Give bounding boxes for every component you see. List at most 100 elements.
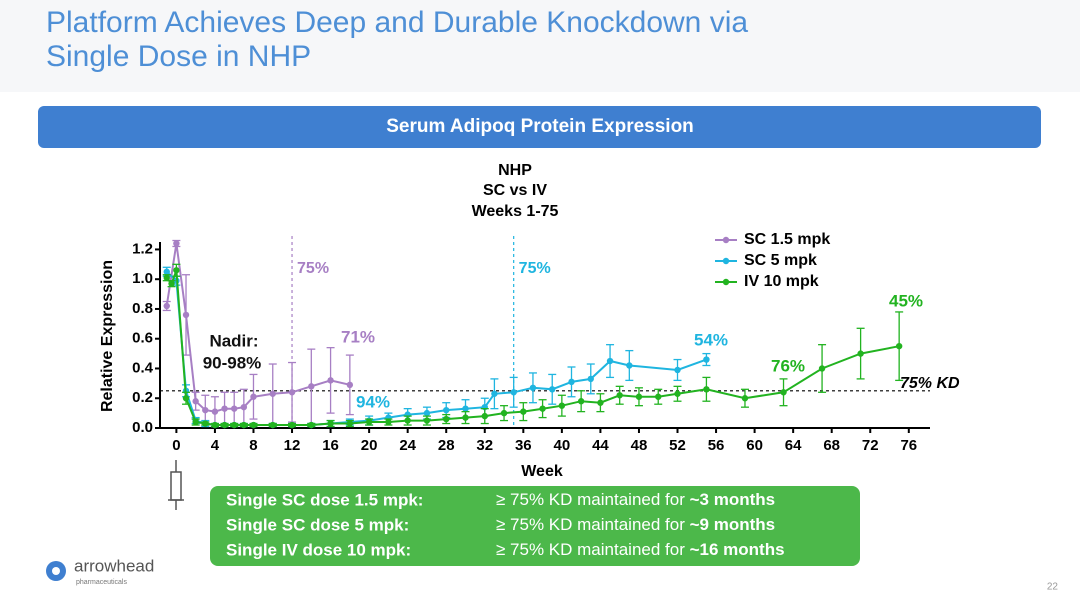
summary-label: Single SC dose 5 mpk: (226, 515, 409, 534)
summary-text: ≥ 75% KD maintained for ~16 months (496, 540, 785, 559)
title-line: Platform Achieves Deep and Durable Knock… (46, 6, 748, 39)
logo-text: arrowhead (74, 556, 154, 575)
series (162, 263, 904, 429)
point (895, 342, 903, 350)
point (163, 274, 170, 281)
point (423, 409, 431, 417)
point (173, 240, 180, 247)
logo: arrowhead pharmaceuticals (46, 556, 154, 586)
annotation: 71% (341, 327, 375, 346)
annotation: 94% (356, 392, 390, 411)
point (423, 417, 431, 424)
point (346, 381, 354, 389)
summary-duration: ~9 months (690, 515, 776, 534)
summary-label: Single SC dose 1.5 mpk: (226, 490, 423, 509)
point (202, 420, 209, 427)
chart-title: Weeks 1-75 (472, 203, 559, 220)
point (703, 386, 710, 393)
summary-duration: ~3 months (690, 490, 776, 509)
point (741, 395, 749, 402)
y-tick-label: 0.4 (132, 359, 154, 376)
point (558, 402, 566, 409)
reference-label: 75% KD (900, 375, 960, 392)
x-tick-label: 44 (592, 437, 609, 454)
point (231, 421, 238, 429)
x-tick-label: 36 (515, 437, 532, 454)
point (346, 420, 354, 427)
y-tick-label: 0.0 (132, 419, 153, 436)
y-axis-label: Relative Expression (99, 260, 116, 412)
annotation: Nadir: (209, 331, 258, 350)
x-tick-label: 12 (284, 437, 301, 454)
summary-label: Single IV dose 10 mpk: (226, 540, 411, 559)
x-tick-label: 8 (249, 437, 257, 454)
point (192, 398, 199, 405)
point (250, 421, 257, 429)
point (182, 311, 190, 319)
point (288, 389, 296, 396)
annotation: 90-98% (203, 353, 262, 372)
reference-label: 75% (519, 260, 551, 277)
reference-label: 75% (297, 260, 329, 277)
point (481, 412, 488, 420)
x-tick-label: 24 (399, 437, 416, 454)
point (443, 406, 450, 414)
legend-label: SC 5 mpk (744, 252, 817, 269)
point (529, 384, 537, 392)
point (587, 375, 594, 383)
x-tick-label: 20 (361, 437, 378, 454)
x-tick-label: 0 (172, 437, 180, 454)
point (857, 350, 864, 357)
point (655, 393, 662, 400)
point (597, 399, 604, 406)
point (221, 421, 228, 429)
banner (38, 106, 1041, 148)
point (635, 393, 643, 400)
point (606, 357, 614, 365)
point (182, 395, 190, 402)
point (163, 302, 170, 310)
x-tick-label: 28 (438, 437, 455, 454)
point (288, 421, 296, 429)
point (202, 406, 209, 414)
point (327, 377, 334, 384)
summary-claim: ≥ 75% KD maintained for (496, 490, 690, 509)
summary-claim: ≥ 75% KD maintained for (496, 515, 690, 534)
point (674, 390, 681, 397)
summary-claim: ≥ 75% KD maintained for (496, 540, 690, 559)
point (211, 421, 219, 429)
point (250, 393, 257, 400)
point (308, 421, 315, 429)
point (818, 365, 826, 372)
x-tick-label: 40 (554, 437, 571, 454)
x-tick-label: 52 (669, 437, 686, 454)
banner-text: Serum Adipoq Protein Expression (386, 116, 694, 137)
point (491, 390, 498, 397)
legend-marker (722, 257, 730, 265)
header-bg (0, 0, 1080, 92)
point (500, 409, 508, 417)
y-tick-label: 1.2 (132, 240, 153, 257)
point (168, 280, 175, 287)
logo-sub: pharmaceuticals (76, 579, 127, 586)
legend-label: SC 1.5 mpk (744, 231, 830, 248)
point (221, 405, 228, 412)
summary-box (210, 486, 860, 566)
point (568, 378, 575, 386)
point (211, 408, 219, 415)
syringe (168, 460, 184, 510)
y-tick-label: 0.8 (132, 300, 153, 317)
title-line: Single Dose in NHP (46, 40, 311, 73)
point (443, 415, 450, 423)
annotation: 45% (889, 291, 923, 310)
x-tick-label: 16 (322, 437, 339, 454)
page-number: 22 (1047, 582, 1059, 593)
point (269, 390, 276, 397)
point (674, 366, 681, 374)
y-tick-label: 0.2 (132, 389, 153, 406)
chart-title: SC vs IV (483, 182, 547, 199)
y-tick-label: 0.6 (132, 330, 153, 347)
x-tick-label: 48 (631, 437, 648, 454)
x-tick-label: 76 (900, 437, 917, 454)
